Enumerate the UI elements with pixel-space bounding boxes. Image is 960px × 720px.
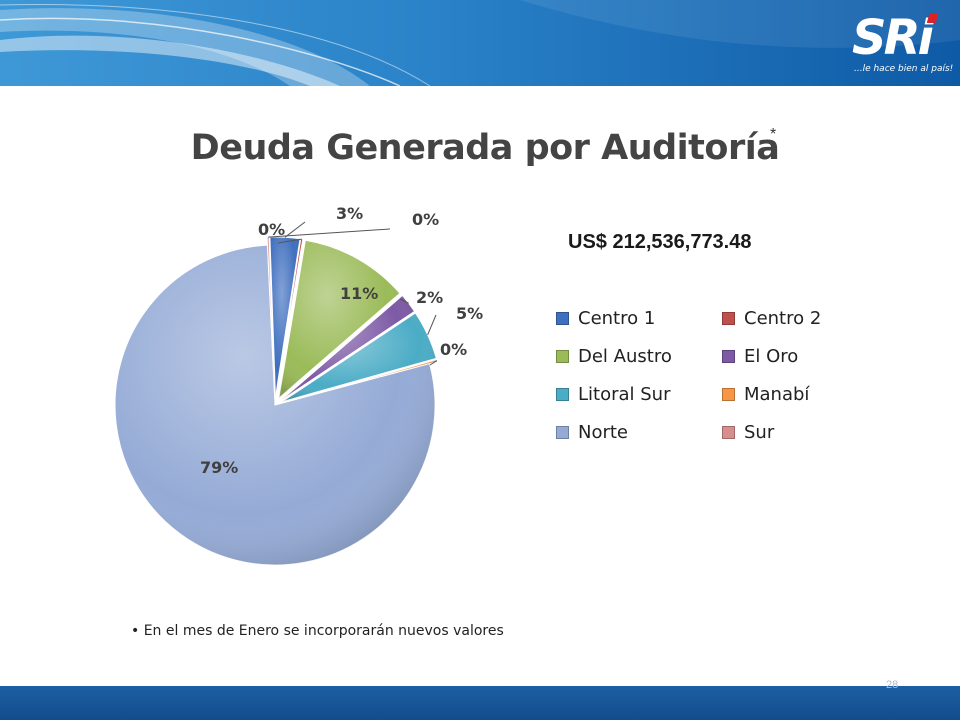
legend-swatch-del-austro: [556, 350, 569, 363]
pie-slice-shading: [282, 312, 437, 402]
leader-line-centro-1: [284, 221, 306, 238]
legend-swatch-manabi: [722, 388, 735, 401]
pie-slice-shading: [114, 245, 435, 565]
legend-label-centro-1: Centro 1: [578, 308, 656, 329]
chart-title: Deuda Generada por Auditoría: [190, 128, 780, 168]
logo-wordmark: SRi: [852, 10, 934, 66]
legend-label-el-oro: El Oro: [744, 346, 799, 367]
leader-line-centro-2: [277, 238, 302, 244]
leader-line-litoral-sur: [427, 314, 437, 336]
legend-label-manabi: Manabí: [744, 384, 810, 405]
legend-item-centro-2: Centro 2: [722, 306, 902, 332]
data-label-manabi: 0%: [440, 340, 467, 359]
logo-tagline: ...le hace bien al país!: [854, 64, 954, 74]
legend-label-del-austro: Del Austro: [578, 346, 672, 367]
pie-slice-shading: [278, 240, 400, 399]
logo-red-mark: [926, 14, 939, 23]
legend-swatch-sur: [722, 426, 735, 439]
header-banner: [0, 0, 960, 86]
data-label-norte: 79%: [200, 458, 238, 477]
sri-logo: SRi ...le hace bien al país!: [852, 10, 954, 82]
footer-band: [0, 686, 960, 720]
total-amount: US$ 212,536,773.48: [568, 231, 752, 253]
legend-swatch-el-oro: [722, 350, 735, 363]
legend-label-sur: Sur: [744, 422, 775, 443]
pie-slice-shading: [281, 295, 415, 401]
data-label-sur: 0%: [412, 210, 439, 229]
legend-item-norte: Norte: [556, 420, 736, 446]
leader-line-sur: [268, 228, 391, 238]
legend-label-norte: Norte: [578, 422, 629, 443]
legend-item-manabi: Manabí: [722, 382, 902, 408]
legend-swatch-litoral-sur: [556, 388, 569, 401]
data-label-litoral-sur: 5%: [456, 304, 483, 323]
footnote-bullet: • En el mes de Enero se incorporarán nue…: [131, 623, 504, 639]
legend-swatch-centro-2: [722, 312, 735, 325]
page-number: 28: [886, 679, 899, 691]
data-label-el-oro: 2%: [416, 288, 443, 307]
data-label-del-austro: 11%: [340, 284, 378, 303]
legend-item-centro-1: Centro 1: [556, 306, 736, 332]
pie-slice-shading: [276, 238, 303, 398]
title-asterisk: *: [770, 126, 777, 143]
legend-swatch-norte: [556, 426, 569, 439]
pie-chart: 3% 0% 11% 2% 5% 0% 79% 0%: [114, 204, 483, 566]
leader-line-el-oro: [399, 298, 409, 304]
legend-item-el-oro: El Oro: [722, 344, 902, 370]
legend-item-del-austro: Del Austro: [556, 344, 736, 370]
legend-item-litoral-sur: Litoral Sur: [556, 382, 736, 408]
legend-item-sur: Sur: [722, 420, 902, 446]
data-label-centro-2: 0%: [258, 220, 285, 239]
legend-swatch-centro-1: [556, 312, 569, 325]
legend-label-centro-2: Centro 2: [744, 308, 822, 329]
pie-slice-shading: [267, 237, 275, 398]
data-label-centro-1: 3%: [336, 204, 363, 223]
pie-slice-shading: [269, 237, 300, 398]
legend-label-litoral-sur: Litoral Sur: [578, 384, 671, 405]
leader-line-manabi: [429, 360, 438, 366]
pie-slice-shading: [282, 359, 438, 403]
